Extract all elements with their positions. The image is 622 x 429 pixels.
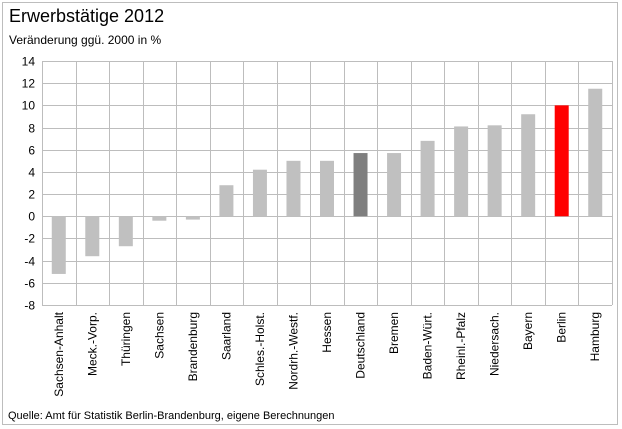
x-tick-label: Baden-Würt. (421, 312, 435, 379)
bar (588, 88, 603, 217)
bar (387, 153, 402, 217)
bar (118, 216, 133, 247)
source-note: Quelle: Amt für Statistik Berlin-Branden… (8, 410, 335, 422)
bar (252, 169, 267, 217)
x-tick-label: Meck.-Vorp. (85, 312, 99, 376)
x-tick-label: Bayern (521, 312, 535, 350)
bar (219, 185, 234, 217)
x-tick-label: Niedersach. (488, 312, 502, 376)
bar (85, 216, 100, 257)
x-tick-label: Saarland (219, 312, 233, 360)
bar (554, 105, 569, 217)
y-tick-label: 6 (28, 144, 35, 158)
y-tick-label: 12 (22, 77, 36, 91)
bar (320, 160, 334, 217)
x-tick-label: Rheinl.-Pfalz (454, 312, 468, 380)
x-tick-label: Sachsen-Anhalt (52, 311, 66, 396)
x-tick-label: Sachsen (152, 312, 166, 359)
y-tick-label: 10 (22, 99, 36, 113)
bar (353, 153, 368, 217)
x-tick-label: Hessen (320, 312, 334, 353)
y-tick-label: 4 (28, 166, 35, 180)
bar (454, 126, 469, 217)
y-tick-label: 14 (22, 55, 36, 69)
bar (51, 216, 66, 274)
x-tick-label: Bremen (387, 312, 401, 354)
x-tick-label: Thüringen (119, 312, 133, 366)
y-tick-label: 8 (28, 122, 35, 136)
chart-frame (2, 2, 618, 425)
chart-subtitle: Veränderung ggü. 2000 in % (9, 33, 162, 47)
bar (420, 140, 435, 217)
bar (521, 114, 536, 217)
x-tick-label: Berlin (555, 312, 569, 343)
x-tick-label: Hamburg (588, 312, 602, 361)
y-tick-label: -6 (24, 277, 35, 291)
y-tick-label: 2 (28, 188, 35, 202)
y-tick-label: -4 (24, 255, 35, 269)
bar (487, 125, 502, 217)
x-tick-label: Nordrh.-Westf. (286, 312, 300, 390)
y-tick-label: 0 (28, 210, 35, 224)
bar (185, 216, 200, 220)
x-tick-label: Deutschland (354, 312, 368, 379)
y-tick-label: -8 (24, 299, 35, 313)
bar (286, 160, 301, 217)
x-tick-label: Schles.-Holst. (253, 312, 267, 386)
y-tick-label: -2 (24, 232, 35, 246)
chart-title: Erwerbstätige 2012 (9, 6, 165, 26)
bar (152, 216, 167, 221)
x-tick-label: Brandenburg (186, 312, 200, 381)
